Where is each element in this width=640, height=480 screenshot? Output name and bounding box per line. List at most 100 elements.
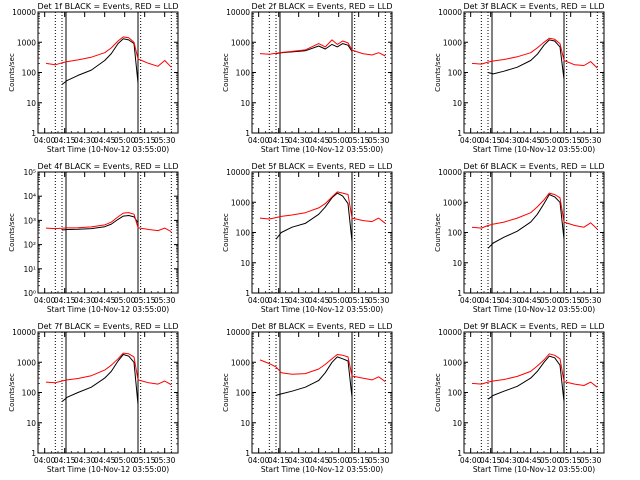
y-tick-label: 100 (448, 69, 463, 78)
events-series-line (275, 192, 353, 242)
y-tick-label: 10 (26, 419, 36, 428)
x-tick-label: 04:45 (308, 296, 330, 305)
chart-panel-3: Det 3f BLACK = Events, RED = LLD 1 10 100 10… (434, 2, 605, 154)
x-tick-label: 04:30 (500, 456, 522, 465)
x-tick-label: 05:15 (134, 456, 156, 465)
plot-frame (251, 11, 393, 134)
lld-series-line (259, 191, 386, 224)
y-tick-label: 10³ (23, 216, 36, 225)
y-tick-label: 10⁴ (23, 192, 36, 201)
events-series-line (61, 354, 139, 405)
y-tick-label: 10 (26, 99, 36, 108)
y-tick-label: 10000 (12, 328, 36, 337)
x-tick-label: 04:30 (288, 136, 310, 145)
y-tick-label: 10000 (438, 168, 462, 177)
y-tick-label: 10⁰ (23, 289, 36, 298)
chart-title: Det 6f BLACK = Events, RED = LLD (463, 162, 604, 171)
plot-frame (37, 11, 179, 134)
chart-panel-9: Det 9f BLACK = Events, RED = LLD 1 10 100 10… (434, 322, 605, 474)
y-tick-label: 10000 (226, 328, 250, 337)
x-tick-label: 04:45 (308, 456, 330, 465)
x-axis-label: Start Time (10-Nov-12 03:55:00) (47, 145, 169, 154)
y-tick-label: 10000 (226, 168, 250, 177)
x-tick-label: 04:15 (54, 456, 76, 465)
events-series-line (487, 355, 565, 402)
lld-series-line (45, 352, 172, 386)
events-series-line (487, 39, 565, 80)
chart-title: Det 9f BLACK = Events, RED = LLD (463, 322, 604, 331)
lld-series-line (259, 354, 386, 383)
x-tick-label: 04:00 (34, 296, 56, 305)
x-tick-label: 04:45 (308, 136, 330, 145)
x-tick-label: 05:00 (114, 296, 136, 305)
x-tick-label: 05:30 (580, 456, 602, 465)
x-tick-label: 04:45 (520, 136, 542, 145)
y-tick-label: 1000 (443, 38, 462, 47)
x-tick-label: 04:30 (74, 296, 96, 305)
y-tick-label: 1000 (17, 358, 36, 367)
y-tick-label: 10 (452, 419, 462, 428)
x-tick-label: 04:00 (460, 456, 482, 465)
x-axis-label: Start Time (10-Nov-12 03:55:00) (261, 305, 383, 314)
chart-panel-8: Det 8f BLACK = Events, RED = LLD 1 10 100 10… (222, 322, 393, 474)
x-tick-label: 04:30 (500, 296, 522, 305)
x-tick-label: 05:00 (328, 296, 350, 305)
y-tick-label: 1000 (17, 38, 36, 47)
lld-series-line (471, 37, 598, 69)
x-tick-label: 05:30 (368, 296, 390, 305)
y-tick-label: 10 (452, 99, 462, 108)
y-tick-label: 100 (236, 229, 251, 238)
y-tick-label: 10 (240, 259, 250, 268)
y-tick-label: 10 (240, 419, 250, 428)
plot-frame (37, 331, 179, 454)
x-axis-label: Start Time (10-Nov-12 03:55:00) (47, 465, 169, 474)
y-tick-label: 1000 (443, 198, 462, 207)
x-tick-label: 04:30 (74, 456, 96, 465)
x-axis-label: Start Time (10-Nov-12 03:55:00) (473, 465, 595, 474)
y-tick-label: 1 (457, 289, 462, 298)
y-tick-label: 100 (236, 389, 251, 398)
y-axis-label: Counts/sec (8, 213, 16, 252)
x-tick-label: 05:00 (328, 456, 350, 465)
y-tick-label: 1000 (231, 358, 250, 367)
chart-title: Det 3f BLACK = Events, RED = LLD (463, 2, 604, 11)
x-tick-label: 05:15 (560, 296, 582, 305)
plot-frame (463, 11, 605, 134)
x-axis-label: Start Time (10-Nov-12 03:55:00) (261, 465, 383, 474)
plot-frame (251, 331, 393, 454)
x-tick-label: 04:45 (94, 456, 116, 465)
chart-title: Det 2f BLACK = Events, RED = LLD (251, 2, 392, 11)
chart-panel-1: Det 1f BLACK = Events, RED = LLD 1 10 100 10… (8, 2, 179, 154)
chart-title: Det 1f BLACK = Events, RED = LLD (37, 2, 178, 11)
x-tick-label: 04:45 (520, 456, 542, 465)
x-tick-label: 04:45 (520, 296, 542, 305)
x-tick-label: 04:00 (248, 296, 270, 305)
y-axis-label: Counts/sec (222, 213, 230, 252)
x-tick-label: 04:00 (34, 456, 56, 465)
x-tick-label: 05:00 (114, 456, 136, 465)
chart-title: Det 4f BLACK = Events, RED = LLD (37, 162, 178, 171)
lld-series-line (471, 353, 598, 388)
x-tick-label: 04:00 (34, 136, 56, 145)
plot-frame (463, 331, 605, 454)
x-tick-label: 04:00 (248, 456, 270, 465)
x-tick-label: 05:30 (154, 456, 176, 465)
x-tick-label: 04:30 (500, 136, 522, 145)
y-axis-label: Counts/sec (222, 373, 230, 412)
y-tick-label: 10 (452, 259, 462, 268)
y-tick-label: 1 (245, 449, 250, 458)
x-tick-label: 04:15 (268, 456, 290, 465)
x-tick-label: 04:00 (248, 136, 270, 145)
y-tick-label: 1000 (443, 358, 462, 367)
x-tick-label: 05:30 (368, 136, 390, 145)
chart-panel-4: Det 4f BLACK = Events, RED = LLD 10⁰ 10¹ 10… (8, 162, 179, 314)
x-tick-label: 05:30 (580, 296, 602, 305)
y-tick-label: 100 (236, 69, 251, 78)
x-axis-label: Start Time (10-Nov-12 03:55:00) (261, 145, 383, 154)
y-tick-label: 100 (448, 229, 463, 238)
chart-panel-2: Det 2f BLACK = Events, RED = LLD 1 10 100 10… (222, 2, 393, 154)
y-tick-label: 1000 (231, 38, 250, 47)
x-tick-label: 05:00 (540, 456, 562, 465)
x-axis-label: Start Time (10-Nov-12 03:55:00) (47, 305, 169, 314)
